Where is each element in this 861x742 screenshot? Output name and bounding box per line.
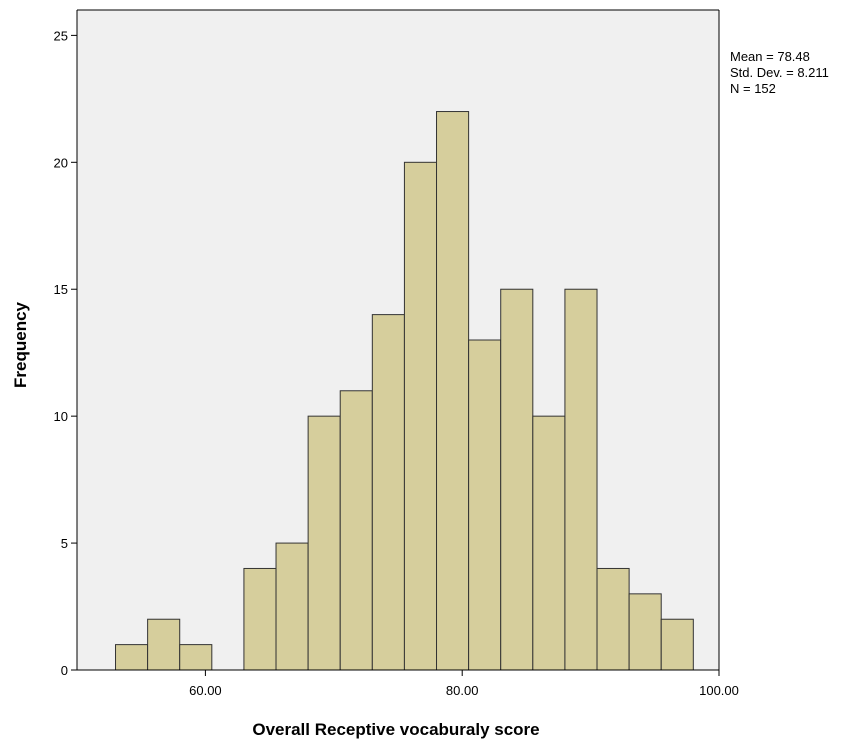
stat-mean: Mean = 78.48 — [730, 49, 810, 64]
y-tick-label: 20 — [54, 155, 68, 170]
histogram-bar — [371, 314, 405, 671]
histogram-bar — [628, 593, 662, 671]
x-tick-label: 100.00 — [699, 683, 739, 698]
histogram-bar — [403, 161, 438, 671]
histogram-bar — [436, 111, 470, 671]
histogram-bar — [468, 339, 502, 671]
histogram-bar — [596, 567, 630, 671]
y-tick-label: 0 — [61, 663, 68, 678]
statistics-box: Mean = 78.48 Std. Dev. = 8.211 N = 152 — [730, 49, 829, 96]
histogram-bar — [179, 644, 213, 671]
axes-group — [76, 9, 720, 671]
y-axis-title: Frequency — [11, 301, 30, 388]
y-tick-label: 10 — [54, 409, 68, 424]
x-tick-label: 80.00 — [446, 683, 479, 698]
ticks-group: 0 5 10 15 20 25 60.00 80.00 100.00 — [54, 28, 739, 698]
stat-std-dev: Std. Dev. = 8.211 — [730, 65, 829, 80]
y-tick-label: 25 — [54, 28, 68, 43]
histogram-bar — [275, 542, 309, 671]
y-tick-label: 15 — [54, 282, 68, 297]
histogram-bar — [532, 415, 566, 671]
x-axis-title: Overall Receptive vocaburaly score — [252, 720, 539, 739]
histogram-bar — [243, 567, 277, 671]
histogram-bar — [115, 644, 149, 671]
bars-group — [115, 111, 694, 671]
histogram-bar — [339, 390, 373, 671]
histogram-bar — [500, 288, 534, 671]
histogram-bar — [660, 618, 694, 671]
histogram-bar — [564, 288, 598, 671]
stat-n: N = 152 — [730, 81, 776, 96]
histogram-bar — [307, 415, 341, 671]
histogram-bar — [147, 618, 181, 671]
x-tick-label: 60.00 — [189, 683, 222, 698]
y-tick-label: 5 — [61, 536, 68, 551]
